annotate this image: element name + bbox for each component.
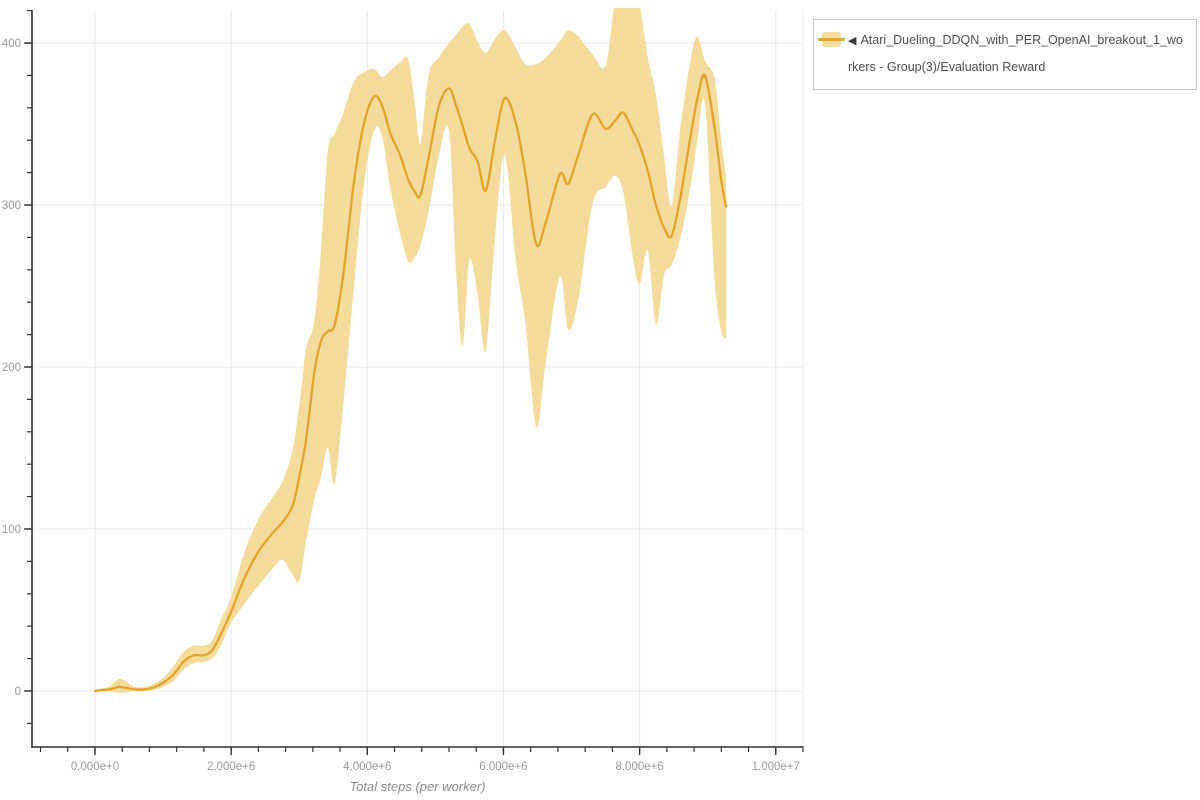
x-tick-label: 6.000e+6 [479, 761, 527, 773]
y-tick-label: 200 [2, 362, 21, 374]
confidence-band [94, 8, 727, 693]
x-tick-label: 2.000e+6 [207, 761, 255, 773]
y-tick-label: 300 [2, 200, 21, 212]
legend-series-line-icon [818, 38, 845, 41]
x-tick-label: 4.000e+6 [343, 761, 391, 773]
x-tick-label: 1.000e+7 [752, 761, 800, 773]
y-tick-label: 0 [15, 686, 21, 698]
y-tick-label: 400 [2, 38, 21, 50]
y-tick-label: 100 [2, 524, 21, 536]
mean-line [93, 73, 728, 693]
x-tick-label: 8.000e+6 [615, 761, 663, 773]
x-tick-label: 0.000e+0 [71, 761, 119, 773]
x-axis-title: Total steps (per worker) [349, 779, 485, 794]
legend-series-marker-icon [818, 32, 845, 47]
legend[interactable]: ◀ Atari_Dueling_DDQN_with_PER_OpenAI_brea… [813, 19, 1197, 90]
legend-series-name: Atari_Dueling_DDQN_with_PER_OpenAI_break… [848, 33, 1183, 74]
legend-collapse-icon[interactable]: ◀ [848, 35, 857, 47]
legend-entry-label[interactable]: ◀ Atari_Dueling_DDQN_with_PER_OpenAI_brea… [848, 27, 1186, 80]
